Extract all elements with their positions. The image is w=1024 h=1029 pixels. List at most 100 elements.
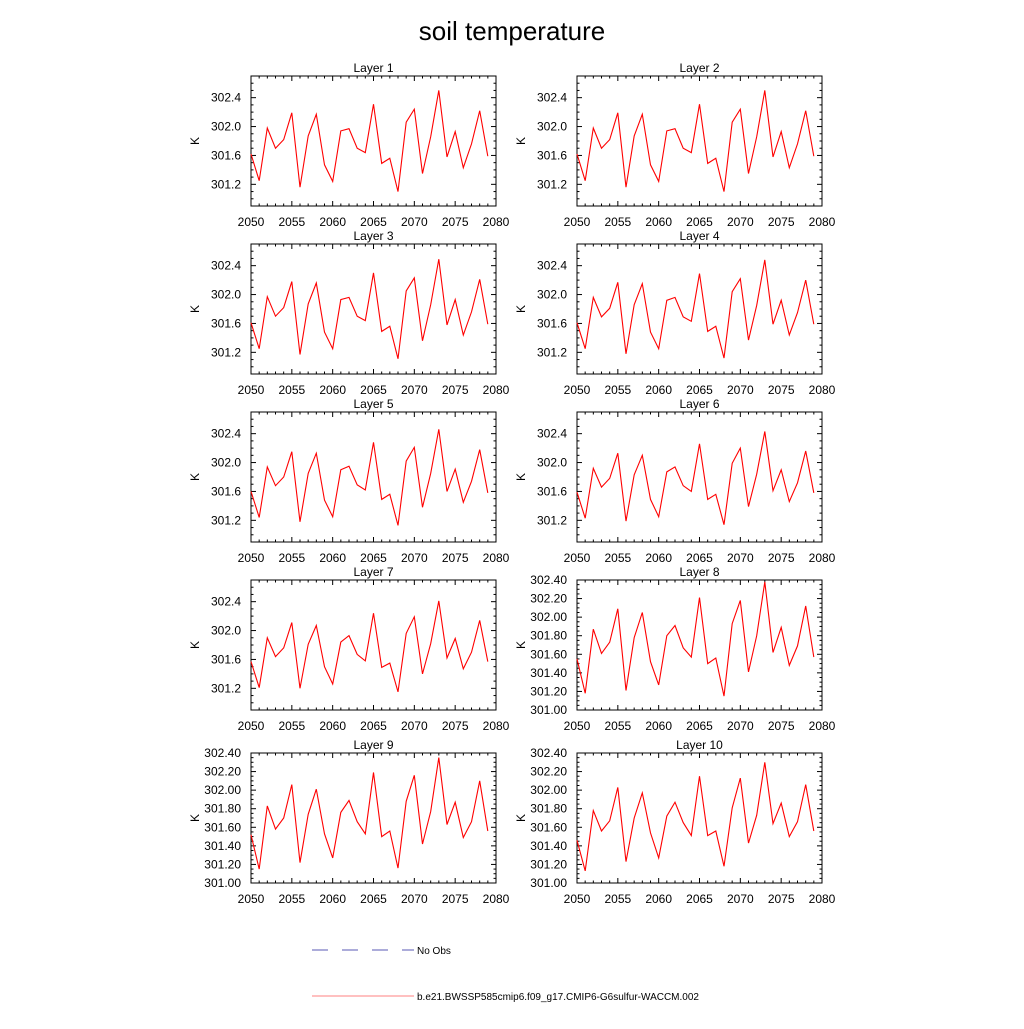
y-tick-label: 301.6 — [537, 148, 567, 162]
x-tick-label: 2070 — [401, 215, 428, 229]
series-line-layer-4 — [576, 259, 815, 359]
y-axis-label: K — [188, 473, 202, 481]
x-tick-label: 2050 — [238, 551, 265, 565]
x-tick-label: 2050 — [564, 719, 591, 733]
x-tick-label: 2075 — [442, 383, 469, 397]
series-line-layer-5 — [250, 429, 489, 526]
y-tick-label: 302.4 — [537, 427, 567, 441]
x-tick-label: 2075 — [768, 719, 795, 733]
x-tick-label: 2050 — [564, 892, 591, 906]
y-axis-label: K — [188, 814, 202, 822]
y-tick-label: 302.0 — [537, 456, 567, 470]
x-tick-label: 2065 — [686, 215, 713, 229]
legend-entry-no-obs: No Obs — [312, 946, 451, 957]
series-line-layer-10 — [576, 762, 815, 872]
series-line-layer-8 — [576, 581, 815, 697]
y-tick-label: 301.60 — [530, 647, 567, 661]
x-tick-label: 2070 — [401, 892, 428, 906]
x-tick-label: 2080 — [809, 719, 836, 733]
y-tick-label: 301.60 — [204, 820, 241, 834]
x-tick-label: 2075 — [442, 719, 469, 733]
x-tick-label: 2075 — [768, 215, 795, 229]
x-tick-label: 2055 — [604, 383, 631, 397]
x-tick-label: 2070 — [401, 383, 428, 397]
series-line-layer-9 — [250, 757, 489, 870]
x-tick-label: 2070 — [727, 892, 754, 906]
panel-layer-4: Layer 4 K 2050 2055 2060 2065 2070 2075 2080 301.… — [514, 229, 836, 397]
x-tick-label: 2055 — [278, 719, 305, 733]
x-tick-label: 2050 — [564, 383, 591, 397]
panel-title: Layer 9 — [353, 738, 393, 752]
y-tick-label: 301.6 — [211, 316, 241, 330]
x-tick-label: 2065 — [686, 719, 713, 733]
x-tick-label: 2080 — [483, 215, 510, 229]
y-tick-label: 301.2 — [211, 513, 241, 527]
y-tick-label: 302.40 — [530, 573, 567, 587]
x-tick-label: 2080 — [809, 892, 836, 906]
y-tick-label: 301.60 — [530, 820, 567, 834]
y-tick-label: 301.80 — [530, 802, 567, 816]
panel-layer-10: Layer 10 K 2050 2055 2060 2065 2070 2075 2080 301… — [514, 738, 836, 906]
y-tick-label: 301.20 — [204, 857, 241, 871]
x-tick-label: 2080 — [483, 551, 510, 565]
panel-layer-2: Layer 2 K 2050 2055 2060 2065 2070 2075 2080 301.… — [514, 61, 836, 229]
x-tick-label: 2055 — [278, 551, 305, 565]
y-tick-label: 302.20 — [530, 765, 567, 779]
y-tick-label: 302.0 — [211, 456, 241, 470]
x-tick-label: 2060 — [319, 383, 346, 397]
panel-title: Layer 2 — [679, 61, 719, 75]
x-tick-label: 2060 — [645, 551, 672, 565]
panel-title: Layer 5 — [353, 397, 393, 411]
y-tick-label: 301.2 — [211, 345, 241, 359]
panel-layer-6: Layer 6 K 2050 2055 2060 2065 2070 2075 2080 301.… — [514, 397, 836, 565]
y-tick-label: 302.4 — [211, 595, 241, 609]
panel-title: Layer 7 — [353, 565, 393, 579]
x-tick-label: 2065 — [686, 383, 713, 397]
series-line-layer-7 — [250, 600, 489, 693]
x-tick-label: 2065 — [360, 892, 387, 906]
y-axis-label: K — [514, 305, 528, 313]
x-tick-label: 2070 — [727, 719, 754, 733]
x-tick-label: 2060 — [645, 215, 672, 229]
y-tick-label: 302.00 — [530, 783, 567, 797]
y-tick-label: 301.00 — [204, 876, 241, 890]
x-tick-label: 2050 — [238, 383, 265, 397]
y-tick-label: 301.80 — [204, 802, 241, 816]
x-tick-label: 2065 — [360, 719, 387, 733]
x-tick-label: 2080 — [809, 383, 836, 397]
y-tick-label: 301.2 — [211, 681, 241, 695]
x-tick-label: 2060 — [645, 719, 672, 733]
x-tick-label: 2050 — [238, 215, 265, 229]
panel-title: Layer 10 — [676, 738, 723, 752]
y-axis-label: K — [188, 137, 202, 145]
x-tick-label: 2055 — [604, 551, 631, 565]
y-tick-label: 301.00 — [530, 876, 567, 890]
x-tick-label: 2080 — [483, 383, 510, 397]
x-tick-label: 2055 — [604, 719, 631, 733]
x-tick-label: 2060 — [645, 383, 672, 397]
panel-title: Layer 4 — [679, 229, 719, 243]
y-tick-label: 302.40 — [204, 746, 241, 760]
x-tick-label: 2050 — [238, 892, 265, 906]
y-tick-label: 302.4 — [537, 91, 567, 105]
x-tick-label: 2070 — [727, 383, 754, 397]
legend: No Obs b.e21.BWSSP585cmip6.f09_g17.CMIP6… — [312, 946, 699, 1003]
x-tick-label: 2055 — [278, 892, 305, 906]
panel-grid: Layer 1 K 2050 2055 2060 2065 2070 2075 2080 301.… — [188, 61, 836, 906]
y-axis-label: K — [514, 473, 528, 481]
y-tick-label: 302.4 — [211, 427, 241, 441]
panel-title: Layer 1 — [353, 61, 393, 75]
x-tick-label: 2050 — [238, 719, 265, 733]
panel-layer-8: Layer 8 K 2050 2055 2060 2065 2070 2075 2080 301.… — [514, 565, 836, 733]
y-tick-label: 301.6 — [211, 148, 241, 162]
x-tick-label: 2070 — [727, 551, 754, 565]
y-tick-label: 301.6 — [211, 484, 241, 498]
y-tick-label: 302.0 — [537, 288, 567, 302]
panel-title: Layer 3 — [353, 229, 393, 243]
y-axis-label: K — [188, 305, 202, 313]
x-tick-label: 2060 — [319, 215, 346, 229]
y-tick-label: 301.6 — [537, 316, 567, 330]
y-tick-label: 302.0 — [537, 120, 567, 134]
